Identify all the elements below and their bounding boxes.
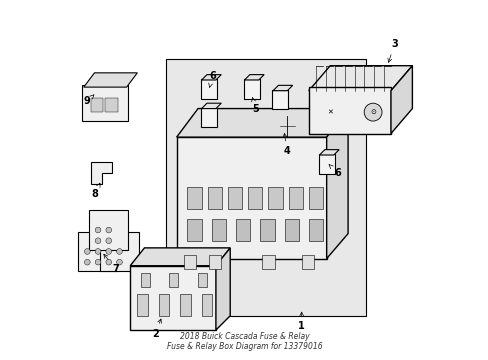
Circle shape xyxy=(95,259,101,265)
FancyBboxPatch shape xyxy=(165,59,365,316)
Text: 5: 5 xyxy=(251,98,258,113)
Circle shape xyxy=(116,249,122,254)
Circle shape xyxy=(95,249,101,254)
FancyBboxPatch shape xyxy=(318,154,334,174)
Text: 8: 8 xyxy=(91,183,100,199)
FancyBboxPatch shape xyxy=(78,232,118,271)
Polygon shape xyxy=(91,162,112,184)
Circle shape xyxy=(106,238,111,244)
Bar xyxy=(159,294,169,316)
Bar xyxy=(180,294,190,316)
FancyBboxPatch shape xyxy=(100,232,139,271)
Bar xyxy=(91,98,103,112)
Polygon shape xyxy=(176,109,347,137)
FancyBboxPatch shape xyxy=(176,137,326,258)
FancyBboxPatch shape xyxy=(89,210,128,249)
Circle shape xyxy=(95,238,101,244)
FancyBboxPatch shape xyxy=(82,85,128,121)
Circle shape xyxy=(106,227,111,233)
FancyBboxPatch shape xyxy=(201,79,216,99)
Circle shape xyxy=(84,259,90,265)
Bar xyxy=(187,219,201,241)
Bar xyxy=(262,255,274,269)
Circle shape xyxy=(364,103,381,121)
Text: 2: 2 xyxy=(151,319,161,339)
Bar xyxy=(141,273,149,287)
Bar xyxy=(207,187,222,208)
Bar xyxy=(208,255,221,269)
Bar xyxy=(137,294,148,316)
Polygon shape xyxy=(308,66,411,91)
Text: 2018 Buick Cascada Fuse & Relay
Fuse & Relay Box Diagram for 13379016: 2018 Buick Cascada Fuse & Relay Fuse & R… xyxy=(166,332,322,351)
Text: 7: 7 xyxy=(103,254,119,274)
Text: 9: 9 xyxy=(84,95,94,107)
FancyBboxPatch shape xyxy=(272,90,287,109)
Polygon shape xyxy=(319,150,339,155)
FancyBboxPatch shape xyxy=(244,79,259,99)
Bar xyxy=(268,187,282,208)
Text: ✕: ✕ xyxy=(326,109,332,115)
Text: 4: 4 xyxy=(283,134,290,157)
Text: ⊙: ⊙ xyxy=(369,109,375,115)
Text: 3: 3 xyxy=(387,39,397,62)
Bar xyxy=(201,294,212,316)
FancyBboxPatch shape xyxy=(201,108,216,127)
Bar xyxy=(211,219,225,241)
Bar xyxy=(105,98,118,112)
Bar xyxy=(183,255,196,269)
Text: 1: 1 xyxy=(298,312,305,332)
Bar xyxy=(227,187,242,208)
Bar xyxy=(308,87,390,134)
Polygon shape xyxy=(326,109,347,258)
Bar xyxy=(169,273,178,287)
Bar xyxy=(187,187,201,208)
Circle shape xyxy=(95,227,101,233)
Polygon shape xyxy=(216,248,230,330)
Bar xyxy=(235,219,250,241)
Bar xyxy=(260,219,274,241)
Polygon shape xyxy=(130,248,230,266)
Bar xyxy=(198,273,206,287)
Text: 6: 6 xyxy=(208,71,215,87)
Polygon shape xyxy=(201,75,221,80)
Polygon shape xyxy=(390,66,411,134)
Bar xyxy=(308,219,323,241)
Circle shape xyxy=(106,249,111,254)
Bar xyxy=(288,187,302,208)
Circle shape xyxy=(84,249,90,254)
Polygon shape xyxy=(130,266,216,330)
Polygon shape xyxy=(83,73,137,87)
Bar xyxy=(284,219,298,241)
Polygon shape xyxy=(244,75,264,80)
Polygon shape xyxy=(272,85,292,91)
Polygon shape xyxy=(201,103,221,109)
Bar xyxy=(247,187,262,208)
Circle shape xyxy=(106,259,111,265)
Circle shape xyxy=(116,259,122,265)
Text: 6: 6 xyxy=(328,165,340,178)
Bar xyxy=(301,255,313,269)
Bar xyxy=(308,187,323,208)
